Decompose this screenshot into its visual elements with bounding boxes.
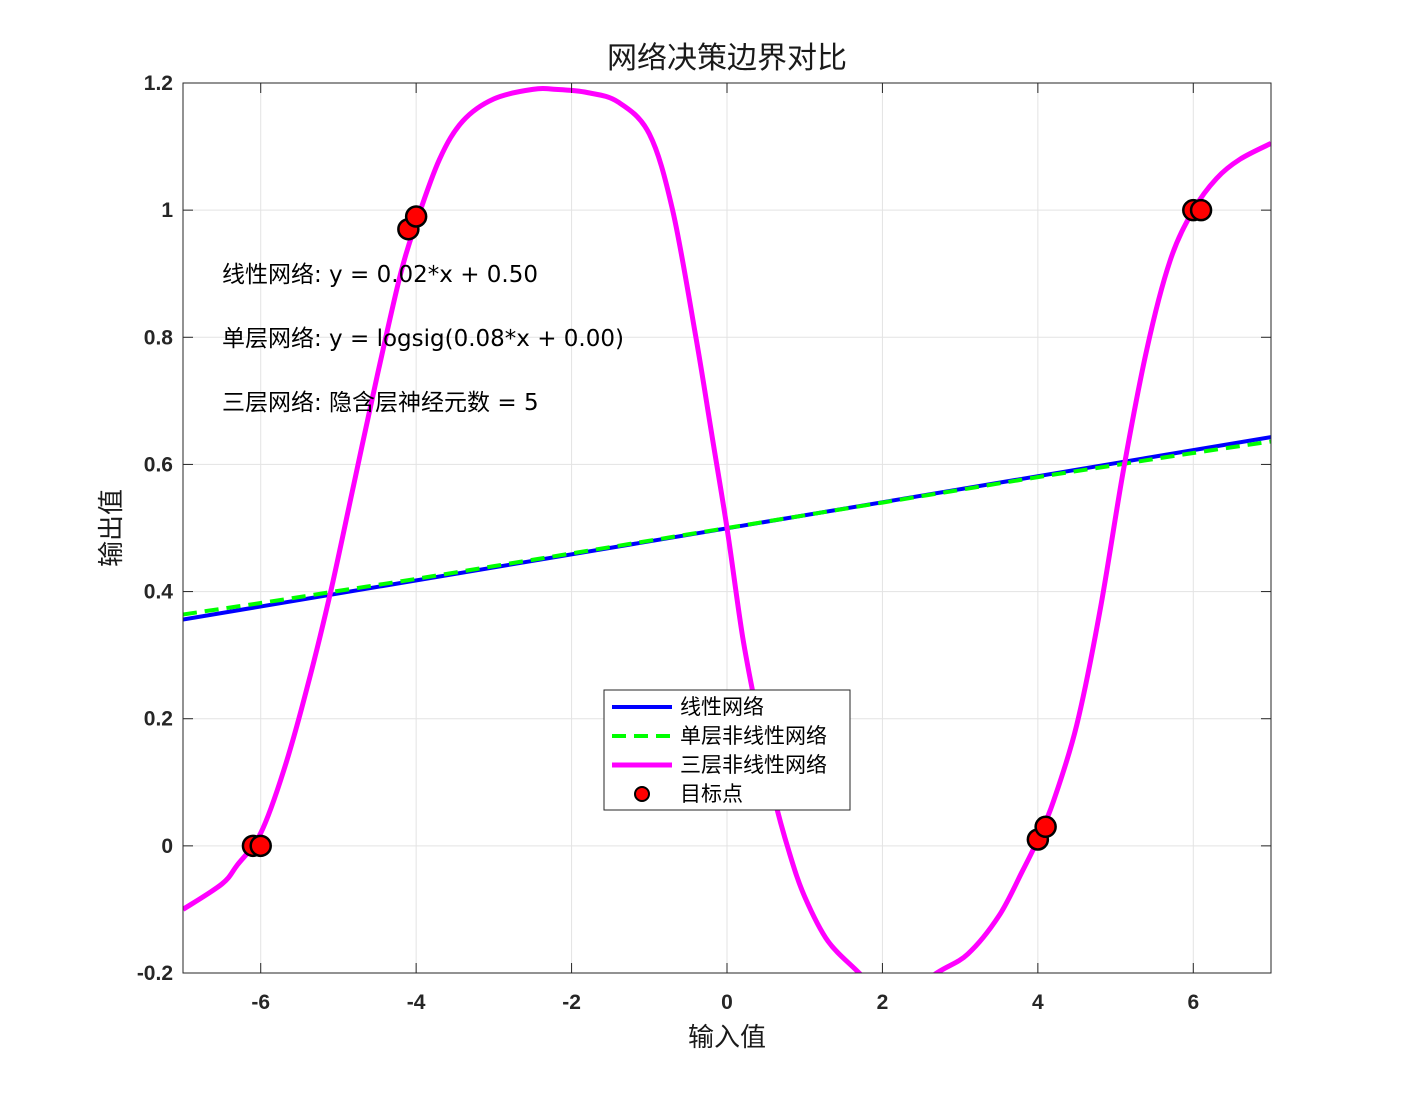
series-line-three-layer — [183, 86, 1271, 973]
y-tick-label: 0.6 — [144, 453, 173, 476]
legend-swatch-targets — [634, 786, 650, 802]
x-tick-label: 0 — [721, 991, 733, 1014]
x-tick-label: -2 — [562, 991, 581, 1014]
x-tick-label: 6 — [1187, 991, 1199, 1014]
y-tick-label: -0.2 — [137, 962, 173, 985]
x-tick-label: -6 — [251, 991, 270, 1014]
target-point-marker — [1034, 815, 1057, 839]
x-tick-label: 2 — [877, 991, 889, 1014]
x-tick-label: 4 — [1032, 991, 1044, 1014]
target-point-marker — [249, 834, 272, 858]
marker-layer — [241, 198, 1213, 858]
legend: 线性网络 单层非线性网络 三层非线性网络 目标点 — [603, 689, 851, 811]
legend-label-three-layer: 三层非线性网络 — [680, 753, 827, 777]
series-layer — [183, 86, 1271, 973]
y-tick-label: 0.4 — [144, 581, 174, 604]
legend-label-linear: 线性网络 — [680, 695, 764, 719]
legend-label-targets: 目标点 — [680, 782, 743, 806]
annotation-single-layer: 单层网络: y = logsig(0.08*x + 0.00) — [222, 326, 624, 352]
target-point-marker — [1189, 198, 1213, 222]
tick-labels: -6 -4 -2 0 2 4 6 -0.2 0 0.2 0.4 0.6 0.8 1 1.2 — [137, 72, 1199, 1014]
target-point-marker — [404, 205, 428, 228]
annotation-three-layer: 三层网络: 隐含层神经元数 = 5 — [222, 390, 539, 416]
legend-label-single-layer: 单层非线性网络 — [680, 724, 827, 748]
tick-marks — [183, 82, 1271, 974]
y-tick-label: 0.8 — [144, 326, 174, 349]
x-tick-label: -4 — [407, 991, 426, 1014]
y-tick-label: 1 — [161, 199, 173, 222]
annotation-linear: 线性网络: y = 0.02*x + 0.50 — [222, 262, 538, 288]
chart-title: 网络决策边界对比 — [607, 41, 847, 76]
x-axis-label: 输入值 — [688, 1023, 766, 1053]
y-tick-label: 0.2 — [144, 708, 173, 731]
y-axis-label: 输出值 — [97, 489, 127, 567]
y-tick-label: 0 — [161, 835, 173, 858]
y-tick-label: 1.2 — [144, 72, 173, 95]
